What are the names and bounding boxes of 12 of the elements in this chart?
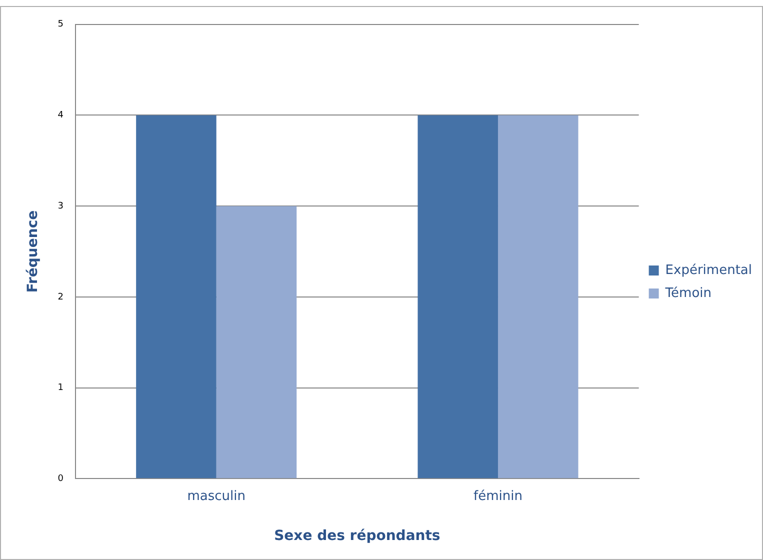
y-tick-label: 0 [58, 474, 64, 484]
legend-label: Expérimental [665, 262, 752, 278]
x-tick-label: masculin [187, 488, 246, 504]
y-tick-label: 1 [58, 383, 64, 394]
y-tick-label: 2 [58, 292, 64, 302]
x-axis-title: Sexe des répondants [274, 528, 440, 544]
y-tick-label: 3 [58, 201, 64, 212]
y-tick-label: 5 [58, 20, 64, 30]
y-tick-label: 4 [58, 110, 64, 121]
x-tick-label: féminin [474, 488, 522, 504]
legend-label: Témoin [664, 286, 712, 301]
y-axis-title: Fréquence [25, 210, 42, 293]
